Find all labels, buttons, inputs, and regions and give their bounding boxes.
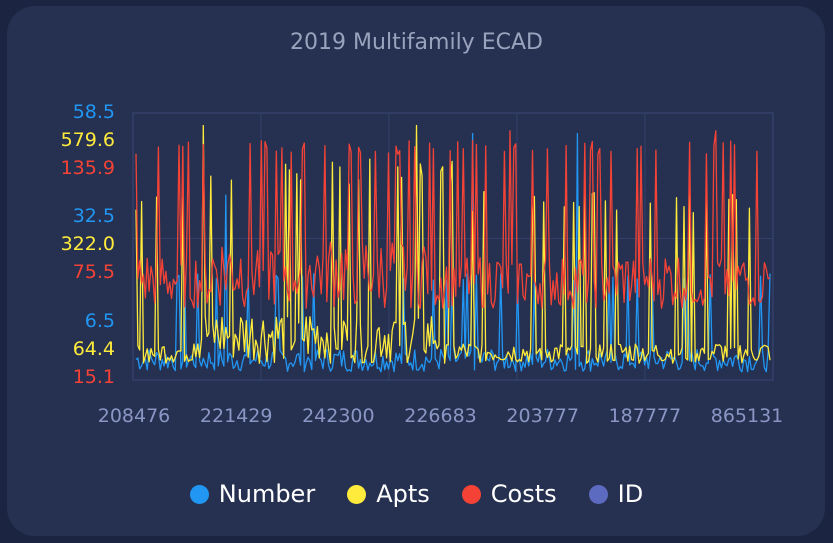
y-tick-apts: 322.0 [61, 233, 115, 255]
y-tick-costs: 135.9 [61, 157, 115, 179]
chart-series [135, 124, 771, 373]
y-tick-number: 32.5 [73, 205, 115, 227]
legend-dot-number [189, 484, 209, 504]
y-tick-costs: 75.5 [73, 261, 115, 283]
legend-dot-costs [461, 484, 481, 504]
chart-title: 2019 Multifamily ECAD [290, 30, 543, 55]
series-line-costs [135, 130, 771, 310]
legend-label-costs: Costs [490, 480, 557, 508]
legend: Number Apts Costs ID [0, 480, 833, 508]
y-tick-apts: 64.4 [73, 338, 115, 360]
x-tick-label: 221429 [200, 405, 273, 427]
x-tick-label: 865131 [711, 405, 784, 427]
y-axis-ticks: 58.5 32.5 6.5 579.6 322.0 64.4 135.9 75.5 15.1 [61, 101, 115, 388]
legend-item-number[interactable]: Number [189, 480, 316, 508]
legend-dot-id [588, 484, 608, 504]
x-tick-label: 242300 [302, 405, 375, 427]
legend-label-number: Number [218, 480, 316, 508]
legend-item-costs[interactable]: Costs [461, 480, 557, 508]
series-line-apts [135, 124, 771, 364]
y-tick-costs: 15.1 [73, 366, 115, 388]
y-tick-number: 58.5 [73, 101, 115, 123]
x-tick-label: 226683 [404, 405, 477, 427]
legend-item-id[interactable]: ID [588, 480, 644, 508]
x-tick-label: 187777 [609, 405, 682, 427]
x-tick-label: 203777 [506, 405, 579, 427]
legend-label-apts: Apts [376, 480, 430, 508]
y-tick-number: 6.5 [85, 310, 115, 332]
plot-frame [132, 112, 774, 381]
legend-dot-apts [347, 484, 367, 504]
legend-item-apts[interactable]: Apts [347, 480, 430, 508]
y-tick-apts: 579.6 [61, 129, 115, 151]
legend-label-id: ID [617, 480, 644, 508]
x-tick-label: 208476 [98, 405, 171, 427]
x-axis-ticks: 208476 221429 242300 226683 203777 187777 8651… [98, 405, 784, 427]
